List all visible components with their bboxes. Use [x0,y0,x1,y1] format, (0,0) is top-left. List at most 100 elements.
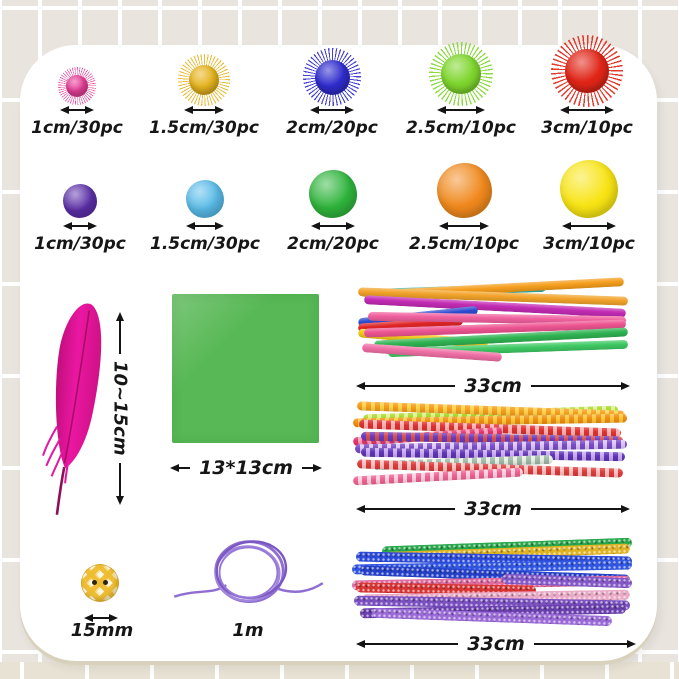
arrowhead-right-icon [215,106,224,114]
arrow-line [179,467,191,469]
plush-pom-group-2cm: 2cm/20pc [268,160,398,254]
size-arrow [184,105,224,115]
arrowhead-left-icon [356,505,365,513]
arrow-line [365,385,456,387]
feather-length-arrow: 10~15cm [105,312,135,506]
arrowhead-right-icon [621,382,631,390]
size-label: 3cm/10pc [541,118,633,138]
arrowhead-right-icon [480,222,489,230]
size-arrow [63,221,97,231]
arrowhead-right-icon [476,106,485,114]
cord-length-label: 1m [232,620,264,641]
glitter-pom-red [551,35,623,107]
cord-image [173,540,324,603]
button-size-arrow [84,613,118,623]
arrowhead-left-icon [356,640,365,648]
gingham-button [81,564,119,602]
size-label: 1.5cm/30pc [148,118,260,138]
arrow-line [365,508,456,510]
size-arrow [560,105,614,115]
pom-slot [186,160,224,218]
pom-slot [551,35,623,107]
plush-pom-group-2-5cm: 2.5cm/10pc [399,160,529,254]
size-label: 1cm/30pc [31,118,123,138]
plush-pom-group-3cm: 3cm/10pc [524,160,654,254]
arrow-line [530,385,622,387]
arrowhead-right-icon [85,106,94,114]
arrowhead-right-icon [345,106,354,114]
glitter-pom-group-1cm: 1cm/30pc [12,40,142,138]
arrowhead-left-icon [437,106,446,114]
arrow-line [320,225,346,227]
glitter-pom-gold [178,54,230,106]
background-bottom-band [0,662,679,679]
arrow-line [119,321,121,355]
glitter-pom-blue [303,48,361,106]
size-arrow [311,221,355,231]
size-label: 2cm/20pc [286,118,378,138]
size-arrow [562,221,616,231]
arrow-line [533,643,628,645]
plush-pom-purple [63,184,97,218]
arrowhead-left-icon [310,106,319,114]
plush-pom-orange [436,163,492,218]
arrowhead-right-icon [607,222,616,230]
arrow-line [301,467,314,469]
size-arrow [437,105,485,115]
size-arrow [186,221,224,231]
chenille-bundle-solid [357,277,630,370]
bundle-length-arrow-3: 33cm [356,632,637,656]
pom-slot [309,160,357,218]
arrow-line [530,508,622,510]
feather-quill [55,466,66,515]
plush-pom-light-blue [186,180,224,218]
bundle-length-label: 33cm [464,375,522,397]
arrow-line [119,462,121,497]
plush-pom-group-1cm: 1cm/30pc [15,160,145,254]
arrowhead-right-icon [627,640,637,648]
paper-size-label: 13*13cm [199,457,293,479]
arrowhead-left-icon [356,382,365,390]
pom-core [314,59,350,95]
button-size-label: 15mm [70,620,134,641]
arrowhead-left-icon [186,222,195,230]
size-label: 2.5cm/10pc [405,118,517,138]
arrow-line [365,643,459,645]
pom-slot [178,40,230,106]
arrow-line [195,225,215,227]
arrowhead-left-icon [170,464,179,472]
arrowhead-left-icon [63,222,72,230]
arrow-line [69,109,85,111]
arrowhead-left-icon [311,222,320,230]
size-label: 2.5cm/10pc [408,234,520,254]
arrowhead-up-icon [116,312,124,321]
arrowhead-right-icon [215,222,224,230]
pom-core [188,64,220,96]
arrowhead-right-icon [605,106,614,114]
glitter-pom-group-1-5cm: 1.5cm/30pc [139,40,269,138]
size-label: 1cm/30pc [34,234,126,254]
size-label: 2cm/20pc [287,234,379,254]
arrowhead-left-icon [439,222,448,230]
arrow-line [448,225,480,227]
arrow-line [569,109,605,111]
plush-pom-yellow [560,160,618,218]
pom-slot [58,40,96,105]
bundle-length-label: 33cm [464,498,522,520]
glitter-pom-group-3cm: 3cm/10pc [522,35,652,138]
arrowhead-left-icon [60,106,69,114]
plush-pom-group-1-5cm: 1.5cm/30pc [140,160,270,254]
bundle-length-label: 33cm [467,633,525,655]
plush-pom-green [309,170,357,218]
size-label: 3cm/10pc [543,234,635,254]
chenille-bundle-glitter [351,537,636,630]
pom-slot [436,160,492,218]
arrow-line [571,225,607,227]
paper-size-arrow: 13*13cm [170,456,323,480]
size-arrow [439,221,489,231]
pom-core [565,49,609,93]
arrowhead-left-icon [184,106,193,114]
feather-length-label: 10~15cm [109,361,131,456]
size-arrow [310,105,354,115]
